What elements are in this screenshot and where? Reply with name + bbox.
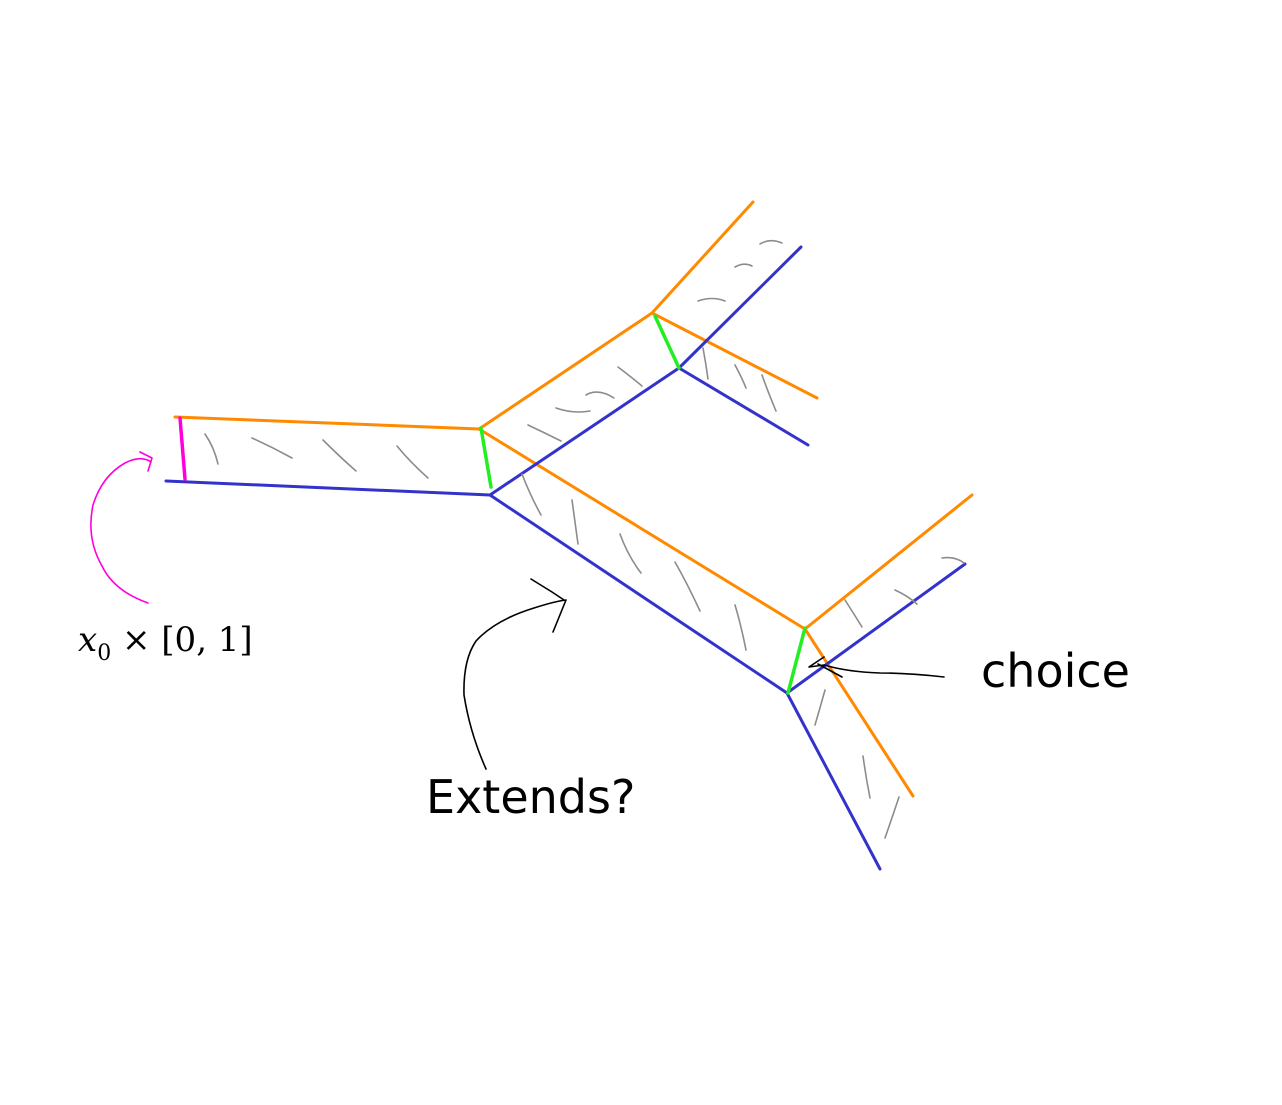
orange-edge-upper-right-branch bbox=[650, 311, 819, 400]
hatch-stroke bbox=[894, 589, 918, 605]
junction-segment-lower bbox=[786, 626, 807, 695]
hatch-stroke bbox=[862, 755, 871, 799]
hatch-stroke bbox=[322, 439, 357, 472]
base-label-sub: 0 bbox=[97, 641, 111, 666]
blue-edge-lower-strip bbox=[488, 493, 789, 695]
hatch-stroke bbox=[555, 407, 591, 413]
junction-segment-upper bbox=[653, 314, 681, 370]
hatch-stroke bbox=[571, 499, 579, 545]
orange-edge-upper-left-branch bbox=[650, 200, 755, 315]
blue-edge-lower-top-branch bbox=[785, 562, 967, 695]
orange-edge-lower-strip bbox=[477, 427, 807, 631]
hatch-stroke bbox=[396, 445, 429, 479]
hatch-stroke bbox=[884, 796, 900, 839]
hatch-stroke bbox=[619, 533, 642, 574]
blue-edge-upper-right-branch bbox=[677, 366, 810, 447]
hatch-stroke bbox=[697, 297, 726, 302]
base-label: x0 × [0, 1] bbox=[78, 620, 253, 666]
blue-edge-upper-strip bbox=[488, 366, 681, 497]
junction-segment-first bbox=[479, 426, 493, 489]
hatch-stroke bbox=[734, 364, 747, 389]
hatch-stroke bbox=[585, 391, 615, 399]
orange-edge-base bbox=[173, 415, 481, 431]
base-segment bbox=[178, 416, 187, 481]
blue-edge-lower-bottom-branch bbox=[785, 691, 882, 871]
orange-edge-lower-top-branch bbox=[803, 493, 974, 631]
hatch-stroke bbox=[844, 599, 863, 628]
hatch-stroke bbox=[734, 604, 747, 651]
hatch-stroke bbox=[617, 366, 643, 387]
junction-segments bbox=[479, 314, 807, 695]
hatch-stroke bbox=[521, 473, 542, 516]
hatch-stroke bbox=[204, 433, 219, 465]
base-label-var: x bbox=[78, 620, 97, 660]
hatch-stroke bbox=[674, 561, 701, 612]
choice-label: choice bbox=[981, 644, 1130, 698]
orange-edge-lower-bottom-branch bbox=[803, 627, 915, 798]
base-arrow bbox=[90, 451, 153, 604]
extends-label: Extends? bbox=[426, 770, 635, 824]
hatch-stroke bbox=[941, 556, 965, 564]
blue-edge-upper-left-branch bbox=[677, 245, 803, 370]
orange-edge-upper-strip bbox=[477, 311, 654, 431]
hatch-stroke bbox=[251, 437, 293, 459]
hatch-stroke bbox=[761, 374, 777, 412]
extends-arrow bbox=[463, 578, 567, 770]
hatch-stroke bbox=[527, 424, 562, 442]
blue-edge-base bbox=[164, 479, 492, 497]
choice-arrow bbox=[808, 656, 945, 678]
hatching bbox=[204, 239, 965, 839]
orange-boundary bbox=[173, 200, 974, 798]
hatch-stroke bbox=[702, 347, 709, 380]
base-label-rest: × [0, 1] bbox=[111, 620, 253, 660]
hatch-stroke bbox=[759, 239, 783, 245]
hatch-stroke bbox=[814, 689, 826, 726]
hatch-stroke bbox=[734, 263, 753, 268]
